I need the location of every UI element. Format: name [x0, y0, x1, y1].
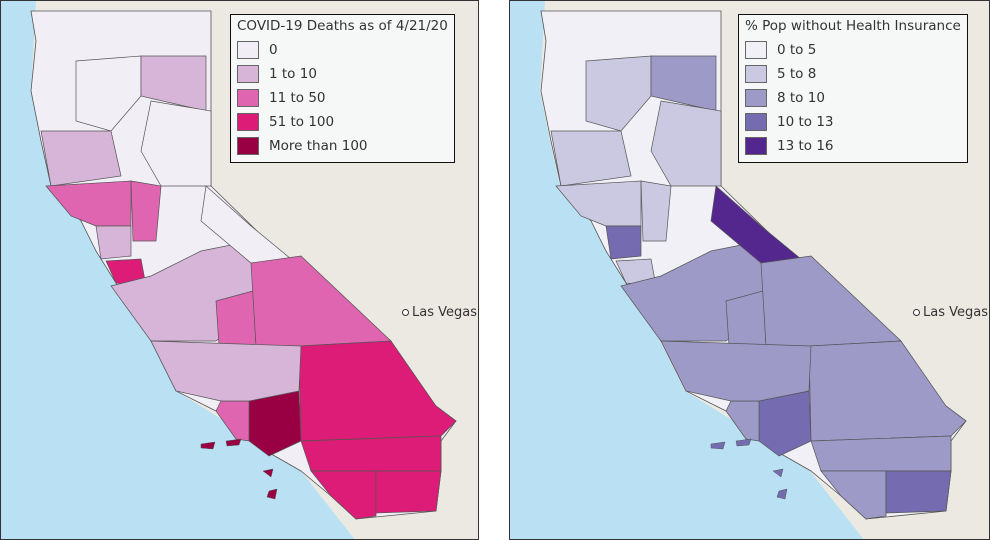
county-region[interactable] [885, 470, 952, 514]
county-region[interactable] [820, 470, 887, 520]
city-dot-icon [402, 309, 409, 316]
legend-swatch [745, 137, 767, 155]
island [772, 468, 784, 478]
county-region[interactable] [550, 130, 632, 187]
legend-swatch [237, 113, 259, 131]
county-region[interactable] [140, 100, 212, 187]
county-region[interactable] [300, 435, 442, 472]
island [262, 468, 274, 478]
legend-label: 0 [269, 42, 278, 58]
legend-swatch [237, 89, 259, 107]
legend-swatch [745, 41, 767, 59]
legend-swatch [745, 113, 767, 131]
island [776, 488, 788, 500]
county-region[interactable] [215, 290, 257, 347]
ocean [510, 1, 864, 539]
island [266, 488, 278, 500]
island [225, 438, 242, 447]
legend-label: 1 to 10 [269, 66, 317, 82]
county-region[interactable] [660, 340, 812, 402]
legend-title: COVID-19 Deaths as of 4/21/20 [237, 18, 448, 34]
legend-item: 11 to 50 [237, 86, 448, 110]
county-region[interactable] [95, 225, 132, 260]
legend-swatch [745, 89, 767, 107]
island [735, 438, 752, 447]
legend-label: 10 to 13 [777, 114, 834, 130]
county-region[interactable] [310, 470, 377, 520]
legend: COVID-19 Deaths as of 4/21/20 0 1 to 10 11… [230, 14, 455, 163]
legend-label: 5 to 8 [777, 66, 817, 82]
legend-title: % Pop without Health Insurance [745, 18, 961, 34]
legend-item: 10 to 13 [745, 110, 961, 134]
covid-deaths-map[interactable]: COVID-19 Deaths as of 4/21/20 0 1 to 10 11… [0, 0, 479, 540]
county-region[interactable] [640, 180, 672, 242]
county-region[interactable] [75, 55, 142, 132]
county-region[interactable] [810, 435, 952, 472]
uninsured-map[interactable]: % Pop without Health Insurance 0 to 5 5 t… [509, 0, 990, 540]
legend-label: 8 to 10 [777, 90, 825, 106]
county-region[interactable] [130, 180, 162, 242]
legend-item: 5 to 8 [745, 62, 961, 86]
county-region[interactable] [650, 100, 722, 187]
island [710, 441, 726, 450]
legend-item: 13 to 16 [745, 134, 961, 158]
city-label-las-vegas: Las Vegas [402, 305, 477, 320]
legend-item: 51 to 100 [237, 110, 448, 134]
legend-label: 51 to 100 [269, 114, 335, 130]
legend-label: 0 to 5 [777, 42, 817, 58]
legend-item: 0 to 5 [745, 38, 961, 62]
county-region[interactable] [150, 340, 302, 402]
legend-label: More than 100 [269, 138, 368, 154]
island [200, 441, 216, 450]
county-region[interactable] [725, 290, 767, 347]
legend-swatch [745, 65, 767, 83]
legend-label: 13 to 16 [777, 138, 834, 154]
county-region[interactable] [375, 470, 442, 514]
legend: % Pop without Health Insurance 0 to 5 5 t… [738, 14, 968, 163]
legend-swatch [237, 65, 259, 83]
legend-swatch [237, 137, 259, 155]
county-region[interactable] [585, 55, 652, 132]
legend-item: 8 to 10 [745, 86, 961, 110]
city-dot-icon [913, 309, 920, 316]
legend-item: 0 [237, 38, 448, 62]
city-label-las-vegas: Las Vegas [913, 305, 988, 320]
legend-label: 11 to 50 [269, 90, 326, 106]
legend-swatch [237, 41, 259, 59]
legend-item: More than 100 [237, 134, 448, 158]
county-region[interactable] [605, 225, 642, 260]
ocean [1, 1, 355, 539]
county-region[interactable] [40, 130, 122, 187]
legend-item: 1 to 10 [237, 62, 448, 86]
